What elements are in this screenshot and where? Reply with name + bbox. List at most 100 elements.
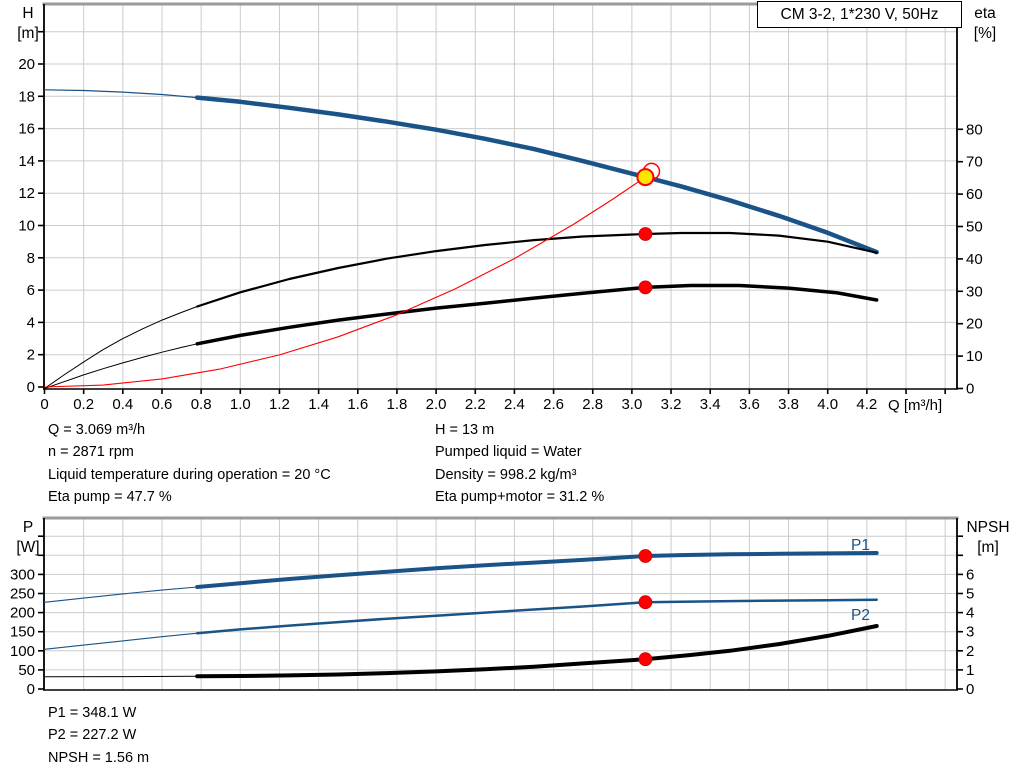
x-tick-label: 2.2 xyxy=(465,396,486,413)
x-tick-label: 1.8 xyxy=(387,396,408,413)
eta-axis-unit: [%] xyxy=(973,25,997,42)
curve-eta-pump-motor xyxy=(44,343,198,389)
duty-point-marker[interactable] xyxy=(636,168,655,187)
left-tick-label: 8 xyxy=(27,250,35,267)
right-tick-label: 70 xyxy=(966,154,983,171)
x-tick-label: 2.8 xyxy=(582,396,603,413)
x-tick-label: 4.2 xyxy=(856,396,877,413)
curve-p2 xyxy=(195,598,878,635)
curve-p2 xyxy=(43,632,198,650)
curve-label-p1: P1 xyxy=(851,537,870,554)
left-tick-label: 150 xyxy=(10,624,35,641)
right-tick-label: 6 xyxy=(966,566,974,583)
p-axis-label: P [W] xyxy=(8,518,48,558)
x-tick-label: 3.6 xyxy=(739,396,760,413)
power-info: P1 = 348.1 W P2 = 227.2 W NPSH = 1.56 m xyxy=(48,702,149,769)
left-tick-label: 6 xyxy=(27,282,35,299)
left-tick-label: 14 xyxy=(18,153,35,170)
right-tick-label: 3 xyxy=(966,624,974,641)
left-tick-label: 300 xyxy=(10,566,35,583)
right-tick-label: 2 xyxy=(966,643,974,660)
right-tick-label: 40 xyxy=(966,251,983,268)
x-tick-label: 0.6 xyxy=(152,396,173,413)
left-tick-label: 50 xyxy=(18,662,35,679)
right-tick-label: 5 xyxy=(966,586,974,603)
annotation-p2: P2 = 227.2 W xyxy=(48,727,137,744)
operating-point-dot xyxy=(638,227,653,241)
npsh-axis-label: NPSH [m] xyxy=(958,518,1018,558)
x-tick-label: 1.0 xyxy=(230,396,251,413)
annotation-density: Density = 998.2 kg/m³ xyxy=(435,466,577,483)
annotation-liquid-temp: Liquid temperature during operation = 20… xyxy=(48,466,331,483)
right-tick-label: 1 xyxy=(966,662,974,679)
left-tick-label: 100 xyxy=(10,643,35,660)
left-tick-label: 4 xyxy=(27,314,35,331)
left-tick-label: 0 xyxy=(27,379,35,396)
operating-point-dot xyxy=(638,280,653,295)
left-tick-label: 12 xyxy=(18,185,35,202)
left-tick-label: 250 xyxy=(10,586,35,603)
h-axis-unit: [m] xyxy=(17,25,39,42)
h-axis-label: H [m] xyxy=(8,4,48,44)
curve-qh xyxy=(43,89,198,99)
annotation-pumped-liquid: Pumped liquid = Water xyxy=(435,444,582,461)
x-tick-label: 0.4 xyxy=(112,396,133,413)
x-tick-label: 2.0 xyxy=(426,396,447,413)
right-tick-label: 30 xyxy=(966,283,983,300)
x-tick-label: 3.0 xyxy=(621,396,642,413)
eta-axis-label: eta [%] xyxy=(963,4,1007,44)
left-tick-label: 18 xyxy=(18,88,35,105)
left-tick-label: 20 xyxy=(18,56,35,73)
curve-eta-pump xyxy=(44,306,198,389)
x-tick-label: 1.2 xyxy=(269,396,290,413)
left-tick-label: 16 xyxy=(18,121,35,138)
right-tick-label: 0 xyxy=(966,681,974,698)
x-tick-label: 3.2 xyxy=(661,396,682,413)
curve-eta-pump-motor xyxy=(195,283,879,346)
p-axis-unit: [W] xyxy=(16,539,40,556)
curve-label-p2: P2 xyxy=(851,607,870,624)
left-tick-label: 10 xyxy=(18,218,35,235)
annotation-npsh: NPSH = 1.56 m xyxy=(48,749,150,766)
x-tick-label: 3.4 xyxy=(700,396,721,413)
curve-eta-pump xyxy=(196,231,878,308)
x-tick-label: 0.8 xyxy=(191,396,212,413)
eta-axis-title: eta xyxy=(974,5,996,22)
pump-title-text: CM 3-2, 1*230 V, 50Hz xyxy=(780,6,939,23)
operating-point-dot xyxy=(638,595,653,610)
right-tick-label: 10 xyxy=(966,348,983,365)
left-tick-label: 0 xyxy=(27,681,35,698)
curve-npsh xyxy=(44,675,198,678)
left-tick-label: 200 xyxy=(10,605,35,622)
curve-p1 xyxy=(43,586,198,603)
x-tick-label: 1.4 xyxy=(308,396,329,413)
right-tick-label: 50 xyxy=(966,219,983,236)
x-tick-label: 2.6 xyxy=(543,396,564,413)
npsh-axis-unit: [m] xyxy=(977,539,999,556)
operating-point-dot xyxy=(638,652,653,667)
q-axis-label: Q [m³/h] xyxy=(888,397,943,414)
p-axis-title: P xyxy=(22,519,34,536)
curve-p1 xyxy=(195,551,879,589)
x-tick-label: 0.2 xyxy=(73,396,94,413)
x-tick-label: 1.6 xyxy=(347,396,368,413)
h-axis-title: H xyxy=(22,5,34,22)
x-tick-label: 4.0 xyxy=(817,396,838,413)
right-tick-label: 0 xyxy=(966,381,974,398)
annotation-speed: n = 2871 rpm xyxy=(48,444,134,461)
operating-point-dot xyxy=(638,549,653,563)
curve-npsh xyxy=(195,624,879,679)
annotation-head: H = 13 m xyxy=(435,422,495,438)
x-tick-label: 2.4 xyxy=(504,396,525,413)
curve-system xyxy=(43,176,646,388)
right-tick-label: 20 xyxy=(966,316,983,333)
duty-info-right: H = 13 m Pumped liquid = Water Density =… xyxy=(435,419,604,509)
pump-title-box: CM 3-2, 1*230 V, 50Hz xyxy=(757,1,962,28)
x-tick-label: 3.8 xyxy=(778,396,799,413)
npsh-axis-title: NPSH xyxy=(966,519,1010,536)
duty-info-left: Q = 3.069 m³/h n = 2871 rpm Liquid tempe… xyxy=(48,419,331,509)
x-tick-label: 0 xyxy=(40,396,48,413)
left-tick-label: 2 xyxy=(27,347,35,364)
right-tick-label: 4 xyxy=(966,605,974,622)
